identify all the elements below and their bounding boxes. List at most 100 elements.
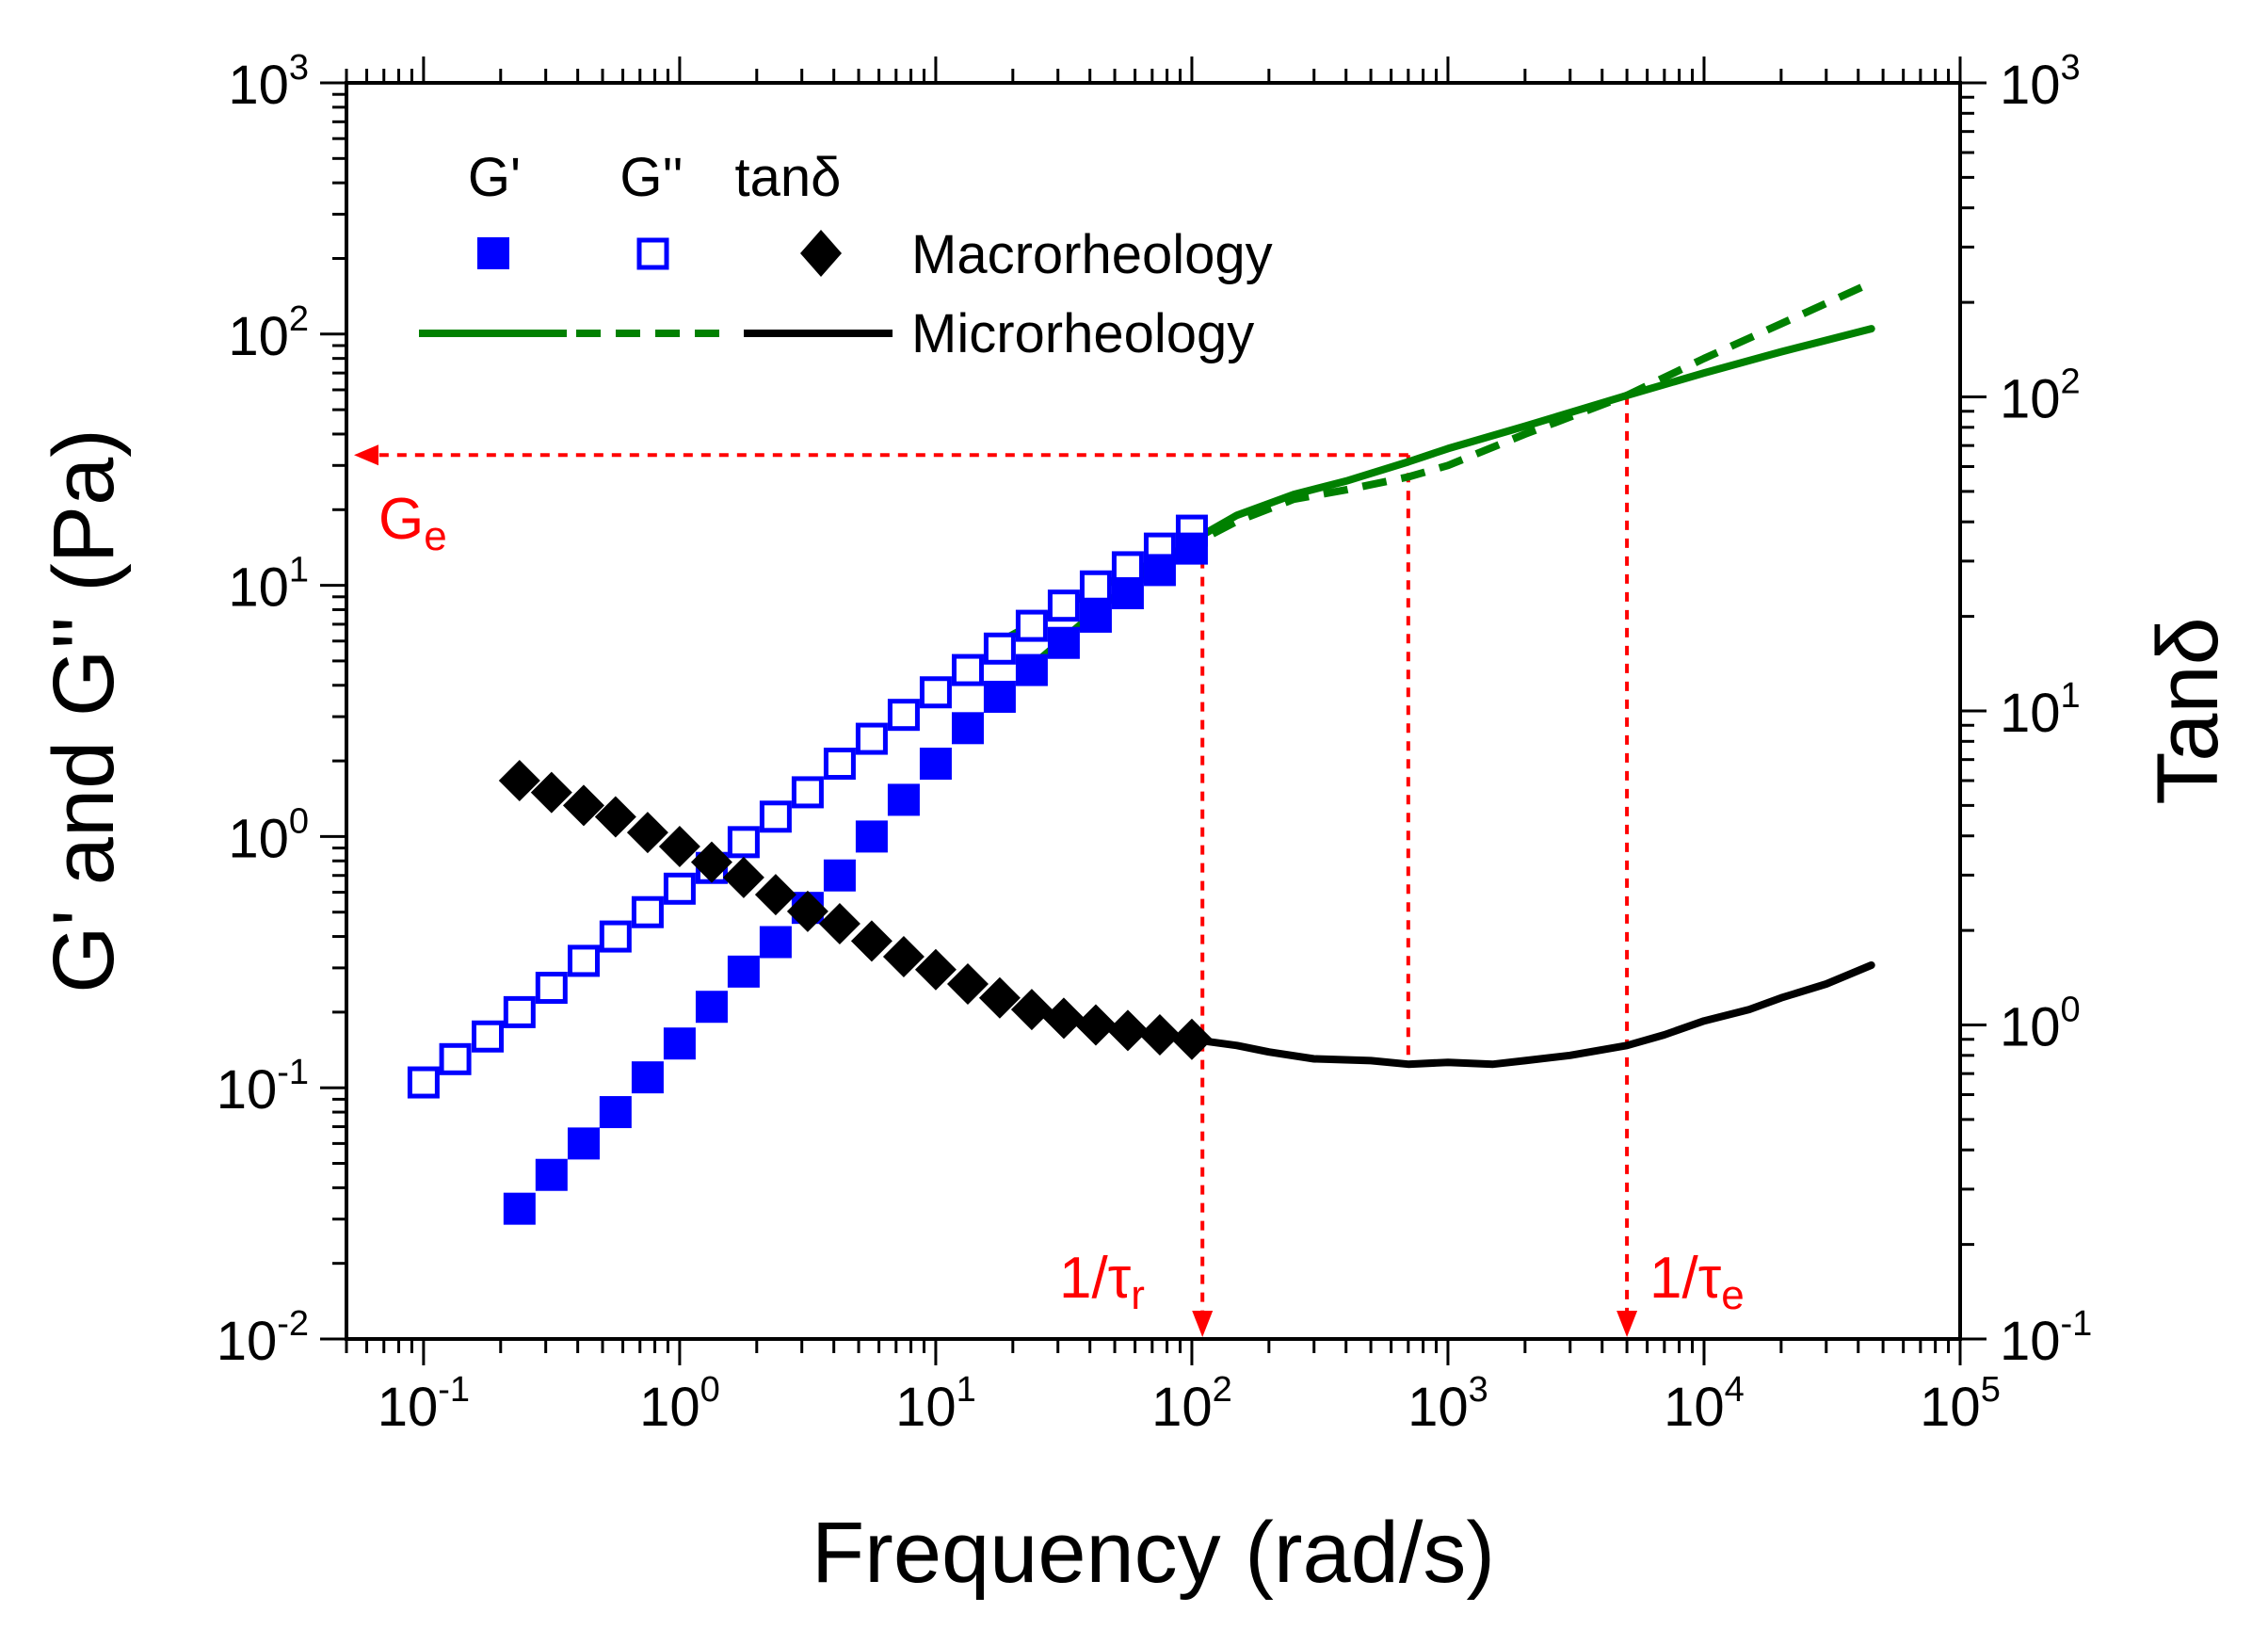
tan-delta-point xyxy=(786,890,828,932)
tan-delta-point xyxy=(914,948,957,991)
y-left-tick-label: 102 xyxy=(228,299,309,367)
legend-header-2: tanδ xyxy=(735,147,842,208)
g-double-prime-point xyxy=(1047,589,1080,622)
tan-delta-point xyxy=(658,826,700,868)
legend-g-prime-icon xyxy=(477,237,509,269)
x-tick-label: 103 xyxy=(1407,1370,1488,1438)
tau-r-label: 1/τr xyxy=(1059,1246,1145,1318)
legend-row-macro: Macrorheology xyxy=(911,224,1273,285)
g-double-prime-point xyxy=(727,826,760,859)
tan-delta-point xyxy=(722,856,764,898)
legend-header-1: G'' xyxy=(619,147,683,208)
g-double-prime-point xyxy=(472,1020,505,1053)
x-tick-label: 10-1 xyxy=(378,1370,470,1438)
g-double-prime-point xyxy=(823,748,856,781)
x-tick-label: 100 xyxy=(639,1370,720,1438)
x-tick-label: 104 xyxy=(1664,1370,1745,1438)
g-prime-point xyxy=(1175,532,1208,565)
y-right-tick-label: 102 xyxy=(2000,363,2081,430)
g-double-prime-point xyxy=(663,872,696,905)
g-double-prime-point xyxy=(599,920,632,953)
x-axis-title: Frequency (rad/s) xyxy=(812,1505,1495,1601)
tan-delta-point xyxy=(1042,997,1085,1040)
g-prime-point xyxy=(727,955,760,988)
tan-delta-point xyxy=(818,903,861,945)
g-prime-point xyxy=(695,991,728,1024)
tan-delta-point xyxy=(754,874,796,916)
tan-delta-point xyxy=(1106,1009,1149,1052)
legend-row-micro: Microrheology xyxy=(911,303,1254,364)
legend: G' G'' tanδ Macrorheology Microrheology xyxy=(419,147,1273,364)
tan-delta-point xyxy=(850,920,893,962)
tan-delta-point xyxy=(1138,1014,1181,1056)
tan-delta-point xyxy=(690,841,732,883)
tan-delta-point xyxy=(978,976,1021,1019)
g-double-prime-point xyxy=(503,995,536,1028)
x-tick-label: 102 xyxy=(1151,1370,1232,1438)
y-right-axis-title: Tanδ xyxy=(2140,617,2236,805)
tan-delta-point xyxy=(498,759,540,801)
g-prime-point xyxy=(631,1061,664,1094)
g-double-prime-point xyxy=(983,632,1016,665)
tan-delta-point xyxy=(1074,1004,1117,1046)
g-prime-point xyxy=(503,1192,536,1225)
tan-delta-point xyxy=(594,796,636,838)
legend-tan-delta-icon xyxy=(800,230,842,277)
axis-ticks xyxy=(320,56,1987,1365)
g-prime-point xyxy=(599,1096,632,1129)
micro-g-double-prime-line xyxy=(999,279,1874,645)
x-tick-label: 105 xyxy=(1920,1370,2001,1438)
micro-tan-delta-line xyxy=(1187,961,1875,1069)
g-double-prime-point xyxy=(951,653,984,686)
tan-delta-point xyxy=(1010,989,1053,1031)
tan-delta-point xyxy=(882,935,925,977)
g-double-prime-point xyxy=(439,1042,472,1075)
annotation-guides xyxy=(354,395,1638,1337)
micro-g-prime-line xyxy=(1034,325,1875,665)
y-right-tick-label: 10-1 xyxy=(2000,1304,2092,1372)
g-prime-point xyxy=(1143,554,1176,587)
g-prime-point xyxy=(855,820,888,853)
g-prime-point xyxy=(1047,626,1080,659)
y-left-tick-label: 10-2 xyxy=(217,1304,309,1372)
g-double-prime-point xyxy=(1111,551,1144,584)
g-prime-point xyxy=(951,712,984,745)
axis-labels: 10-1 100 101 102 103 104 10510-210-11001011021… xyxy=(36,48,2236,1601)
legend-header-0: G' xyxy=(468,147,521,208)
tan-delta-point xyxy=(946,963,989,1006)
tan-delta-point xyxy=(562,784,604,827)
y-left-tick-label: 100 xyxy=(228,801,309,869)
g-prime-point xyxy=(567,1127,600,1160)
g-double-prime-point xyxy=(791,776,824,809)
y-left-tick-label: 101 xyxy=(228,551,309,619)
tan-delta-point xyxy=(530,771,572,814)
tau-e-label: 1/τe xyxy=(1649,1246,1745,1318)
y-left-tick-label: 10-1 xyxy=(217,1053,309,1121)
g-double-prime-point xyxy=(535,972,568,1005)
g-double-prime-point xyxy=(1079,570,1112,603)
y-right-tick-label: 100 xyxy=(2000,991,2081,1058)
y-right-tick-label: 101 xyxy=(2000,676,2081,744)
g-prime-point xyxy=(1079,600,1112,633)
g-double-prime-point xyxy=(631,895,664,928)
g-double-prime-point xyxy=(407,1066,440,1099)
data-series xyxy=(407,279,1875,1225)
y-left-axis-title: G' and G'' (Pa) xyxy=(36,428,132,993)
tau-e-arrow-icon xyxy=(1617,1311,1638,1337)
g-prime-point xyxy=(535,1158,568,1191)
g-prime-point xyxy=(919,748,952,781)
g-double-prime-point xyxy=(887,699,920,732)
y-left-tick-label: 103 xyxy=(228,48,309,116)
g-double-prime-point xyxy=(567,944,600,977)
g-prime-point xyxy=(887,783,920,816)
tau-r-arrow-icon xyxy=(1192,1311,1214,1337)
g-double-prime-point xyxy=(919,676,952,709)
ge-arrow-icon xyxy=(354,444,378,466)
g-prime-point xyxy=(1111,577,1144,610)
g-prime-point xyxy=(663,1027,696,1060)
tan-delta-point xyxy=(1170,1018,1213,1060)
y-right-tick-label: 103 xyxy=(2000,48,2081,116)
g-prime-point xyxy=(1015,653,1048,686)
g-prime-point xyxy=(759,926,792,959)
